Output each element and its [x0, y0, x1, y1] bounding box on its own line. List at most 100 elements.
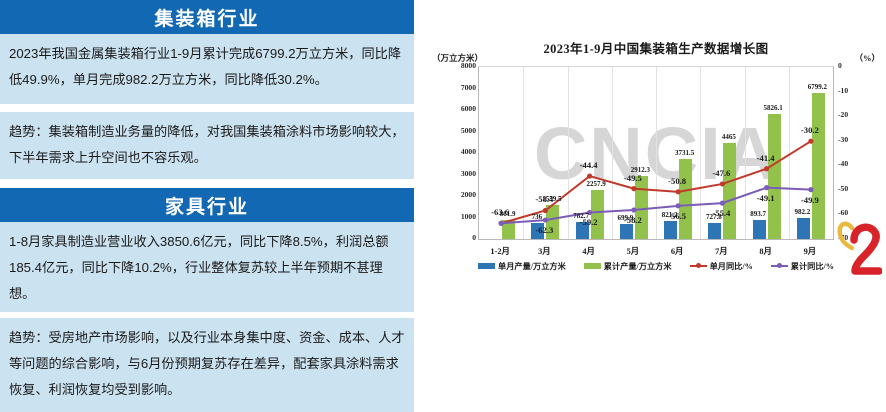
industry-summary-column: 集装箱行业 2023年我国金属集装箱行业1-9月累计完成6799.2万立方米，同… — [0, 0, 414, 412]
chart-bar-label: 736 — [531, 213, 543, 222]
chart-bar — [708, 223, 722, 239]
chart-bar-label: 861.9 — [499, 210, 516, 219]
chart-point-label: -49.1 — [756, 192, 775, 203]
chart-bar-label: 2912.3 — [630, 166, 650, 175]
chart-point-label: -49.5 — [623, 172, 642, 183]
x-axis-tick: 4月 — [582, 247, 595, 256]
y-axis-tick-right: -30 — [838, 134, 849, 144]
chart-line-marker — [498, 220, 504, 226]
furniture-industry-trend-text: 趋势：受房地产市场影响，以及行业本身集中度、资金、成本、人才等问题的综合影响，与… — [9, 330, 405, 397]
legend-label: 累计产量/万立方米 — [603, 262, 672, 271]
chart-point-label: -63.6 — [491, 207, 510, 218]
chart-line-marker — [764, 166, 770, 172]
furniture-industry-body: 1-8月家具制造业营业收入3850.6亿元，同比下降8.5%，利润总额185.4… — [0, 222, 414, 312]
furniture-industry-title: 家具行业 — [164, 196, 249, 218]
chart-line-marker — [587, 209, 593, 216]
chart-bar-label: 727.8 — [706, 213, 722, 222]
chart-bar-label: 782.7 — [573, 212, 589, 221]
chart-line-marker — [719, 181, 725, 187]
chart-bar-label: 893.7 — [750, 209, 766, 218]
y-axis-tick-left: 8000 — [460, 61, 476, 70]
chart-bar — [546, 205, 560, 239]
chart-point-label: -47.6 — [712, 167, 731, 178]
y-axis-unit-right: （%） — [854, 53, 880, 63]
chart-gridline — [744, 67, 746, 239]
chart-bar — [796, 217, 810, 239]
chart-line-marker — [631, 207, 637, 213]
chart-bar-label: 821.2 — [661, 211, 678, 220]
x-axis-tick: 3月 — [538, 247, 551, 256]
legend-swatch-icon — [478, 263, 495, 269]
chart-line-layer — [498, 138, 814, 226]
chart-bar — [502, 220, 516, 239]
furniture-industry-trend: 趋势：受房地产市场影响，以及行业本身集中度、资金、成本、人才等问题的综合影响，与… — [0, 318, 414, 412]
chart-line-marker — [719, 200, 725, 206]
y-axis-tick-right: -40 — [838, 159, 849, 169]
chart-point-label: -56.5 — [668, 210, 687, 221]
container-industry-trend-text: 趋势：集装箱制造业务量的降低，对我国集装箱涂料市场影响较大，下半年需求上升空间也… — [9, 124, 405, 165]
chart-bar-label: 6799.2 — [807, 82, 827, 91]
chart-line-marker — [675, 203, 681, 209]
chart-gridline — [611, 67, 613, 239]
chart-point-label: -62.3 — [535, 225, 554, 236]
chart-point-label: -49.9 — [800, 194, 819, 205]
x-axis-tick: 1-2月 — [490, 247, 510, 256]
chart-bar-label: 699.9 — [617, 213, 634, 222]
chart-line-marker — [675, 189, 681, 195]
chart-bar — [752, 219, 766, 239]
legend-label: 单月产量/万立方米 — [498, 262, 566, 271]
legend-item[interactable]: 累计产量/万立方米 — [583, 260, 672, 272]
chart-bar-label: 1559.5 — [542, 195, 562, 204]
chart-bar — [723, 143, 737, 239]
legend-item[interactable]: 单月同比/% — [689, 260, 753, 272]
chart-bar-label: 4465 — [721, 133, 736, 141]
chart-point-label: -41.4 — [756, 152, 775, 163]
y-axis-tick-left: 4000 — [460, 147, 476, 156]
chart-bar-label: 3731.5 — [675, 148, 695, 157]
chart-line-marker — [631, 186, 637, 192]
chart-line-marker — [542, 207, 548, 214]
y-axis-tick-left: 3000 — [460, 168, 476, 178]
legend-line-icon — [689, 263, 707, 268]
container-production-chart: 2023年1-9月中国集装箱生产数据增长图 （万立方米） （%） CNCIA 0… — [430, 28, 882, 290]
chart-bar — [590, 190, 604, 239]
chart-bar-label: 5826.1 — [763, 103, 783, 112]
x-axis-tick: 8月 — [759, 247, 772, 256]
chart-line-marker — [542, 217, 548, 223]
y-axis-tick-left: 0 — [472, 233, 476, 242]
x-axis-tick: 6月 — [670, 247, 684, 256]
chart-gridline — [700, 67, 702, 239]
chart-bar — [575, 222, 589, 239]
chart-point-label: -58.4 — [535, 194, 554, 205]
chart-point-label: -30.2 — [800, 125, 819, 136]
y-axis-tick-left: 5000 — [460, 125, 476, 135]
y-axis-tick-left: 2000 — [460, 190, 476, 199]
chart-point-label: -44.4 — [579, 160, 598, 171]
legend-item[interactable]: 累计同比/% — [770, 260, 834, 272]
chart-gridline — [567, 67, 569, 239]
x-axis-tick: 7月 — [715, 247, 728, 256]
chart-bar — [619, 223, 633, 239]
anniversary-2-logo — [837, 221, 882, 275]
chart-bar — [679, 158, 693, 239]
chart-bar — [664, 221, 678, 239]
chart-title: 2023年1-9月中国集装箱生产数据增长图 — [543, 42, 769, 56]
container-industry-body-text: 2023年我国金属集装箱行业1-9月累计完成6799.2万立方米，同比降低49.… — [9, 46, 402, 87]
y-axis-tick-left: 6000 — [460, 104, 476, 113]
y-axis-tick-right: -20 — [838, 110, 849, 120]
chart-bar — [767, 113, 781, 239]
chart-point-label: -50.8 — [668, 175, 687, 186]
chart-gridline — [788, 67, 790, 239]
chart-legend: 单月产量/万立方米 累计产量/万立方米 单月同比/% 累计同比/% — [478, 260, 834, 272]
chart-line-marker — [764, 185, 770, 191]
y-axis-tick-right: 0 — [838, 61, 842, 70]
chart-bar — [531, 223, 545, 239]
furniture-industry-body-text: 1-8月家具制造业营业收入3850.6亿元，同比下降8.5%，利润总额185.4… — [9, 234, 389, 301]
legend-item[interactable]: 单月产量/万立方米 — [478, 260, 566, 272]
container-industry-body: 2023年我国金属集装箱行业1-9月累计完成6799.2万立方米，同比降低49.… — [0, 34, 414, 104]
container-industry-title: 集装箱行业 — [154, 8, 260, 30]
chart-line — [501, 186, 811, 225]
chart-point-label: -59.2 — [579, 217, 598, 228]
chart-point-label: -58.2 — [623, 215, 642, 225]
x-axis-tick: 9月 — [803, 247, 817, 256]
